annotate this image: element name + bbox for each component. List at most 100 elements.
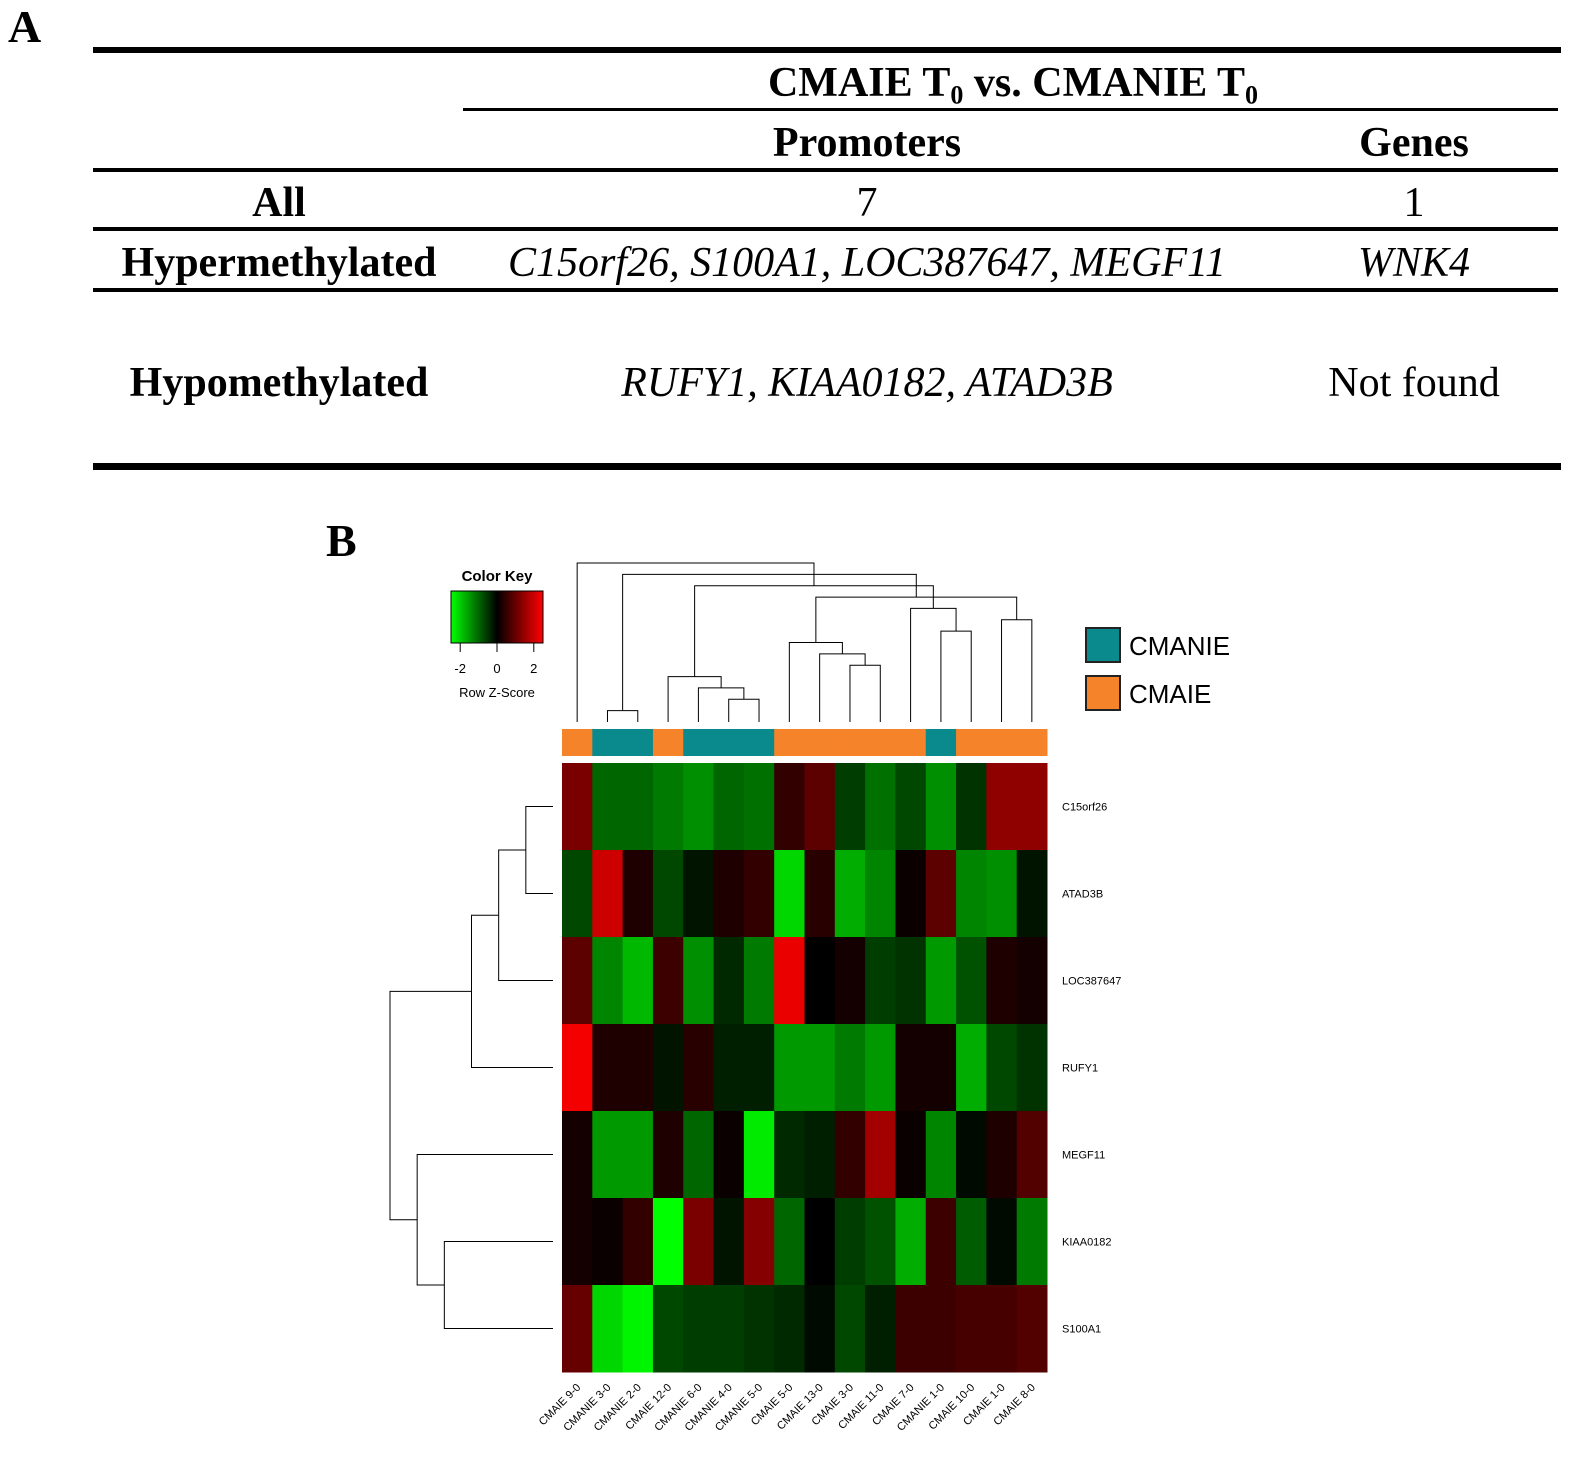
heatmap-cell bbox=[834, 1024, 866, 1112]
heatmap-cell bbox=[925, 763, 957, 851]
comparison-part2: vs. CMANIE T bbox=[963, 60, 1246, 106]
heatmap-cell bbox=[562, 763, 593, 851]
color-key-bar bbox=[450, 590, 544, 644]
heatmap-cell bbox=[713, 850, 745, 938]
heatmap-cell bbox=[986, 1198, 1018, 1286]
panel-b-letter: B bbox=[326, 515, 357, 566]
heatmap-cell bbox=[743, 1111, 775, 1199]
heatmap-cell bbox=[1016, 937, 1048, 1025]
table-rule-top bbox=[93, 47, 1561, 53]
heatmap-cell bbox=[865, 1111, 896, 1199]
heatmap-cell bbox=[956, 1024, 987, 1112]
heatmap-cell bbox=[713, 1198, 745, 1286]
heatmap-cell bbox=[865, 937, 896, 1025]
table-rule-3 bbox=[93, 227, 1558, 231]
legend-label-cmanie: CMANIE bbox=[1129, 631, 1230, 661]
heatmap-cell bbox=[592, 1285, 624, 1373]
heatmap-cell bbox=[865, 1024, 896, 1112]
heatmap-cell bbox=[622, 1111, 654, 1199]
heatmap-cell bbox=[683, 1198, 715, 1286]
row-all-genes: 1 bbox=[1403, 180, 1425, 226]
panel-a-letter: A bbox=[8, 1, 42, 52]
heatmap-cell bbox=[895, 850, 927, 938]
heatmap-cell bbox=[925, 1111, 957, 1199]
heatmap-cell bbox=[834, 850, 866, 938]
table-rule-bottom bbox=[93, 463, 1561, 470]
heatmap-cell bbox=[713, 763, 745, 851]
heatmap-cell bbox=[834, 763, 866, 851]
heatmap-cell bbox=[956, 763, 987, 851]
heatmap-cell bbox=[986, 1111, 1018, 1199]
heatmap-cell bbox=[804, 1198, 836, 1286]
heatmap-cell bbox=[774, 850, 805, 938]
row-label: KIAA0182 bbox=[1062, 1237, 1112, 1249]
row-label: RUFY1 bbox=[1062, 1063, 1098, 1075]
row-hypo-promoters: RUFY1, KIAA0182, ATAD3B bbox=[621, 360, 1113, 406]
heatmap-cell bbox=[956, 937, 987, 1025]
group-bar-cell bbox=[804, 729, 836, 756]
dendrogram-branch bbox=[622, 573, 917, 711]
heatmap-cell bbox=[652, 1285, 684, 1373]
heatmap-cell bbox=[713, 937, 745, 1025]
table-rule-4 bbox=[93, 288, 1558, 292]
dendrogram-branch bbox=[910, 607, 957, 722]
row-label: ATAD3B bbox=[1062, 889, 1103, 901]
heatmap-cell bbox=[895, 1111, 927, 1199]
heatmap-cell bbox=[925, 1198, 957, 1286]
heatmap-cell bbox=[743, 1024, 775, 1112]
header-promoters: Promoters bbox=[772, 120, 962, 166]
header-genes: Genes bbox=[1359, 120, 1469, 166]
heatmap-cell bbox=[713, 1111, 745, 1199]
dendrogram-branch bbox=[940, 630, 972, 722]
table-rule-2 bbox=[93, 168, 1558, 172]
heatmap-cell bbox=[774, 1111, 805, 1199]
dendrogram-branch bbox=[525, 806, 553, 894]
heatmap-cell bbox=[956, 1198, 987, 1286]
row-label: LOC387647 bbox=[1062, 976, 1121, 988]
heatmap-cell bbox=[774, 1285, 805, 1373]
heatmap-cell bbox=[956, 1111, 987, 1199]
heatmap-cell bbox=[592, 1111, 624, 1199]
row-hyper-genes: WNK4 bbox=[1357, 240, 1471, 286]
dendrogram-branch bbox=[697, 687, 745, 722]
dendrogram-branch bbox=[576, 562, 815, 722]
heatmap-cell bbox=[804, 1111, 836, 1199]
heatmap-cell bbox=[895, 1024, 927, 1112]
dendrogram-branch bbox=[1001, 619, 1033, 722]
heatmap-cell bbox=[986, 937, 1018, 1025]
row-label: S100A1 bbox=[1062, 1324, 1101, 1336]
heatmap-cell bbox=[986, 763, 1018, 851]
heatmap-cell bbox=[834, 1285, 866, 1373]
row-all-label: All bbox=[252, 180, 306, 226]
heatmap-cell bbox=[986, 1285, 1018, 1373]
heatmap-cell bbox=[1016, 1198, 1048, 1286]
heatmap-cell bbox=[562, 850, 593, 938]
heatmap-cell bbox=[834, 937, 866, 1025]
row-all-promoters: 7 bbox=[856, 180, 878, 226]
heatmap-cell bbox=[743, 1285, 775, 1373]
heatmap-cell bbox=[743, 1198, 775, 1286]
color-key-ticks: -2 0 2 bbox=[454, 643, 537, 676]
dendrogram-branch bbox=[667, 676, 722, 722]
heatmap-cell bbox=[683, 1111, 715, 1199]
group-bar-cell bbox=[652, 729, 684, 756]
row-hyper-promoters: C15orf26, S100A1, LOC387647, MEGF11 bbox=[508, 240, 1226, 286]
heatmap-cell bbox=[925, 1285, 957, 1373]
heatmap-cell bbox=[652, 850, 684, 938]
heatmap-cell bbox=[774, 1024, 805, 1112]
group-bar-cell bbox=[713, 729, 745, 756]
heatmap-cell bbox=[804, 937, 836, 1025]
heatmap-cell bbox=[562, 1198, 593, 1286]
group-bar-cell bbox=[986, 729, 1018, 756]
row-label: MEGF11 bbox=[1062, 1150, 1105, 1162]
heatmap-cell bbox=[683, 1285, 715, 1373]
heatmap-cell bbox=[683, 1024, 715, 1112]
group-bar-cell bbox=[562, 729, 593, 756]
row-label: C15orf26 bbox=[1062, 802, 1107, 814]
heatmap-cell bbox=[622, 850, 654, 938]
heatmap-cell bbox=[562, 1111, 593, 1199]
color-key-tick-label: 2 bbox=[530, 661, 537, 676]
heatmap-cell bbox=[865, 1198, 896, 1286]
heatmap-cell bbox=[1016, 1285, 1048, 1373]
